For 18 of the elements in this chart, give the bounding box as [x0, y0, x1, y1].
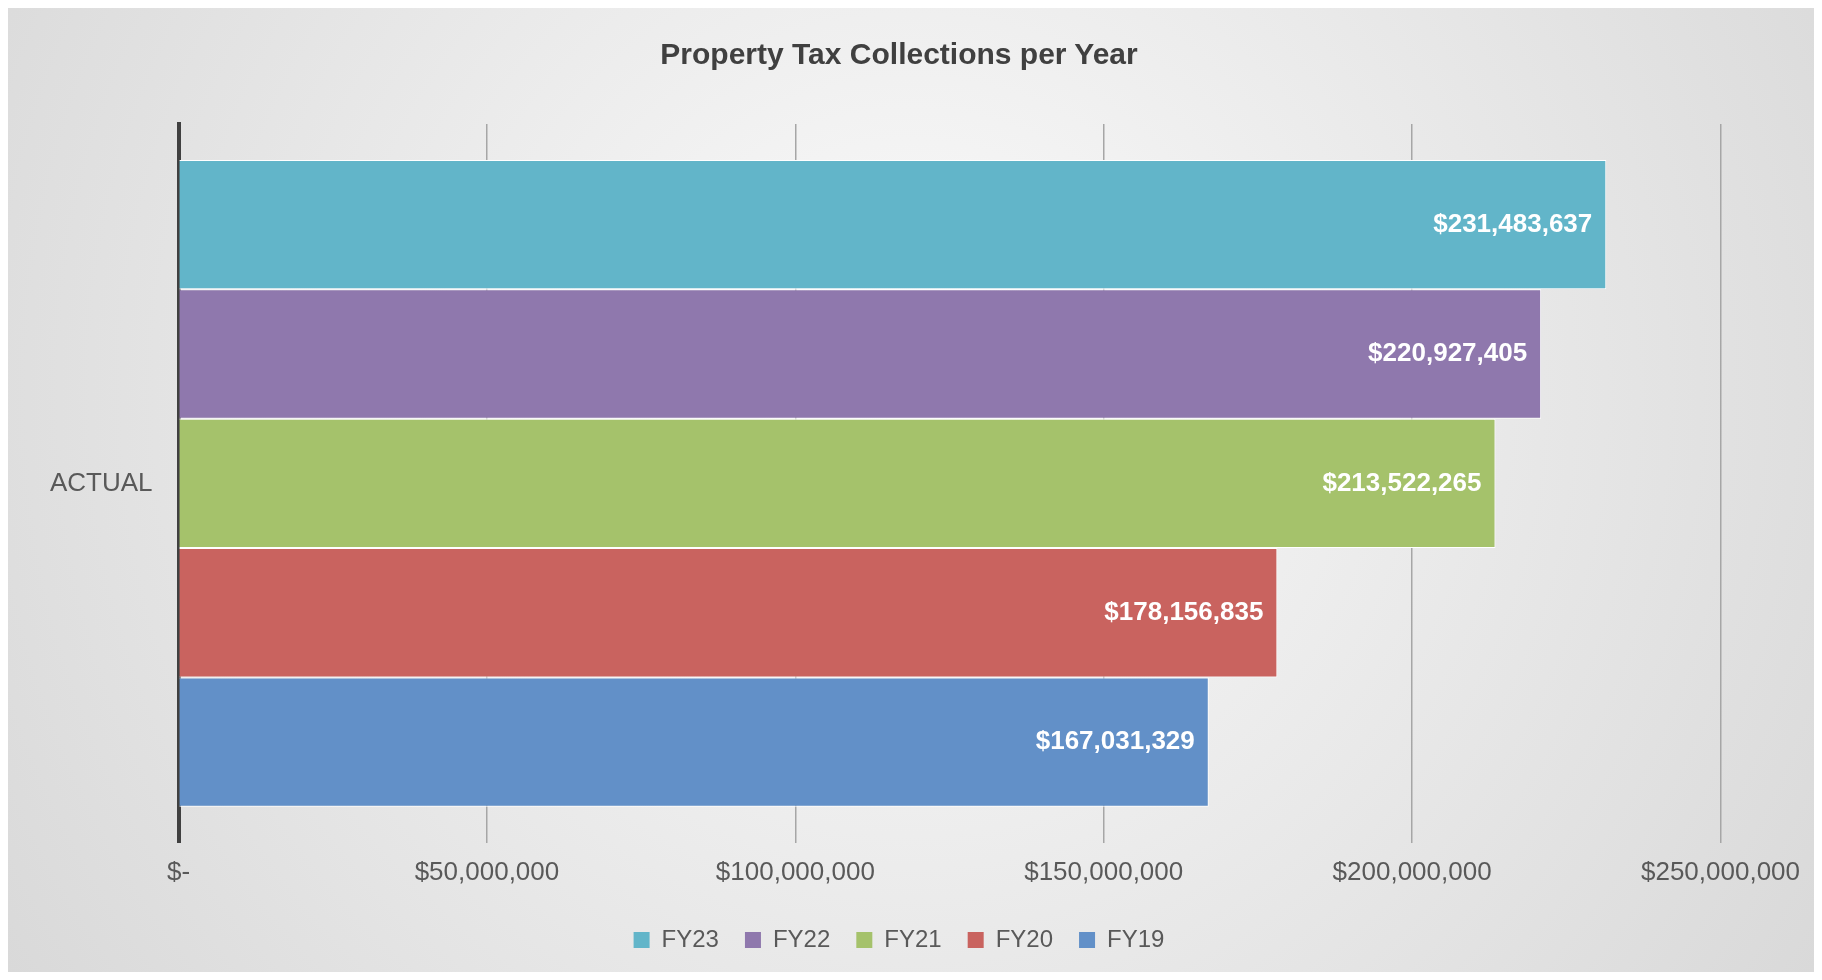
legend-label: FY19: [1107, 924, 1165, 952]
chart-title: Property Tax Collections per Year: [660, 37, 1139, 71]
legend-label: FY22: [772, 924, 831, 952]
x-tick-label: $50,000,000: [414, 855, 560, 886]
legend-label: FY20: [995, 924, 1054, 952]
data-label: $213,522,265: [1322, 466, 1482, 497]
x-tick-label: $150,000,000: [1024, 855, 1184, 886]
data-label: $231,483,637: [1433, 207, 1593, 238]
x-tick-label: $-: [167, 855, 191, 886]
data-label: $178,156,835: [1104, 595, 1264, 626]
x-tick-label: $200,000,000: [1332, 855, 1492, 886]
legend-label: FY23: [661, 924, 719, 952]
x-tick-label: $250,000,000: [1640, 855, 1800, 886]
legend-label: FY21: [884, 924, 942, 952]
data-label: $167,031,329: [1035, 725, 1195, 756]
y-tick-label: ACTUAL: [50, 466, 153, 497]
data-label: $220,927,405: [1368, 337, 1528, 368]
x-tick-label: $100,000,000: [715, 855, 875, 886]
